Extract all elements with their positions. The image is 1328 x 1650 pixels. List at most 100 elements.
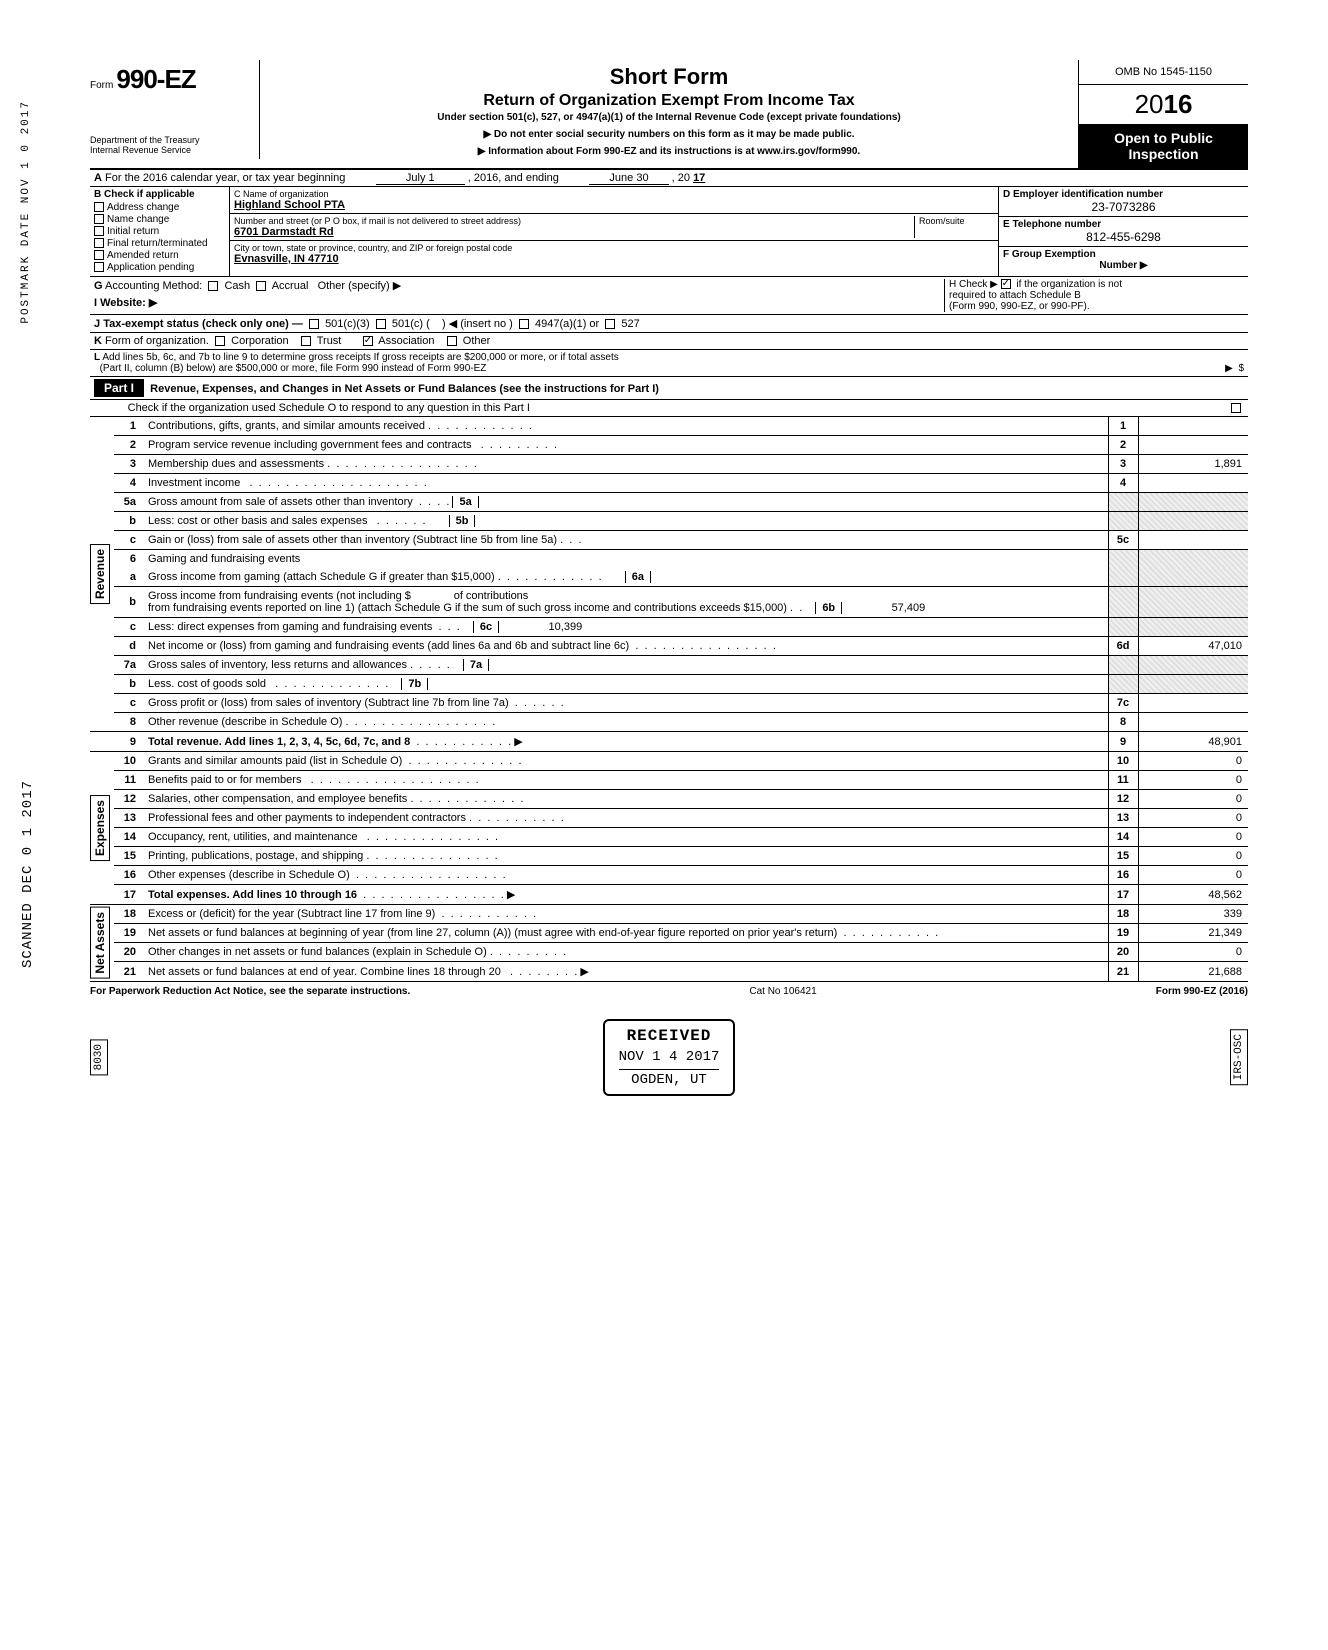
- line14-num: 14: [114, 828, 144, 847]
- line10-desc: Grants and similar amounts paid (list in…: [148, 755, 402, 767]
- line21-desc: Net assets or fund balances at end of ye…: [148, 966, 501, 978]
- line21-boxnum: 21: [1108, 962, 1138, 982]
- chk-initial-return[interactable]: Initial return: [94, 226, 225, 237]
- line9-num: 9: [114, 732, 144, 752]
- line6b-subval: 57,409: [845, 602, 925, 614]
- line9-value: 48,901: [1138, 732, 1248, 752]
- line5c-value: [1138, 531, 1248, 550]
- line6c-subnum: 6c: [473, 621, 499, 633]
- line19-boxnum: 19: [1108, 924, 1138, 943]
- line7b-num: b: [114, 675, 144, 694]
- line2-num: 2: [114, 436, 144, 455]
- col-b: B Check if applicable Address change Nam…: [90, 187, 230, 276]
- cash-label: Cash: [224, 280, 250, 292]
- chk-cash[interactable]: [208, 281, 218, 291]
- line6c-shaded: [1108, 618, 1138, 637]
- line2-value: [1138, 436, 1248, 455]
- line5c-desc: Gain or (loss) from sale of assets other…: [148, 534, 557, 546]
- chk-501c[interactable]: [376, 319, 386, 329]
- chk-other-org[interactable]: [447, 336, 457, 346]
- line6b-desc1: Gross income from fundraising events (no…: [148, 590, 411, 602]
- stamp-code: 8030: [90, 1039, 108, 1075]
- line1-num: 1: [114, 417, 144, 436]
- stamp-received-text: RECEIVED: [619, 1027, 720, 1045]
- org-name-label: C Name of organization: [234, 189, 994, 199]
- chk-amended-return[interactable]: Amended return: [94, 250, 225, 261]
- omb-number: OMB No 1545-1150: [1079, 60, 1248, 85]
- chk-527[interactable]: [605, 319, 615, 329]
- lines-table: Revenue 1 Contributions, gifts, grants, …: [90, 417, 1248, 982]
- line5a-desc: Gross amount from sale of assets other t…: [148, 496, 413, 508]
- city-value: Evnasville, IN 47710: [234, 253, 994, 265]
- title-main: Short Form: [268, 64, 1070, 90]
- chk-application-pending[interactable]: Application pending: [94, 262, 225, 273]
- line19-value: 21,349: [1138, 924, 1248, 943]
- chk-label-name: Name change: [107, 214, 169, 225]
- title-box: Short Form Return of Organization Exempt…: [260, 60, 1078, 161]
- chk-schedule-b[interactable]: [1001, 279, 1011, 289]
- line18-boxnum: 18: [1108, 905, 1138, 924]
- line5a-shaded-val: [1138, 493, 1248, 512]
- chk-association[interactable]: [363, 336, 373, 346]
- chk-label-pending: Application pending: [107, 262, 194, 273]
- line3-num: 3: [114, 455, 144, 474]
- line7a-num: 7a: [114, 656, 144, 675]
- line6d-value: 47,010: [1138, 637, 1248, 656]
- chk-address-change[interactable]: Address change: [94, 202, 225, 213]
- group-exemption-label: F Group Exemption: [1003, 249, 1244, 260]
- chk-trust[interactable]: [301, 336, 311, 346]
- line5a-subnum: 5a: [452, 496, 478, 508]
- year-bold: 16: [1164, 89, 1193, 119]
- line13-num: 13: [114, 809, 144, 828]
- line14-desc: Occupancy, rent, utilities, and maintena…: [148, 831, 358, 843]
- line2-desc: Program service revenue including govern…: [148, 439, 471, 451]
- line10-num: 10: [114, 752, 144, 771]
- line7a-desc: Gross sales of inventory, less returns a…: [148, 659, 407, 671]
- chk-schedule-o[interactable]: [1231, 403, 1241, 413]
- line6b-shaded-val: [1138, 587, 1248, 618]
- label-k: K: [94, 335, 102, 347]
- line9-arrow: ▶: [514, 736, 522, 748]
- form-number-box: Form 990-EZ Department of the Treasury I…: [90, 60, 260, 159]
- group-exemption-row: F Group Exemption Number ▶: [999, 247, 1248, 273]
- phone-label: E Telephone number: [1003, 219, 1244, 230]
- address-value: 6701 Darmstadt Rd: [234, 226, 914, 238]
- label-l: L: [94, 352, 100, 363]
- line4-value: [1138, 474, 1248, 493]
- chk-name-change[interactable]: Name change: [94, 214, 225, 225]
- line7c-boxnum: 7c: [1108, 694, 1138, 713]
- stamp-location: OGDEN, UT: [619, 1069, 720, 1088]
- part1-check-row: Check if the organization used Schedule …: [90, 400, 1248, 417]
- line15-boxnum: 15: [1108, 847, 1138, 866]
- line13-boxnum: 13: [1108, 809, 1138, 828]
- label-a: A: [94, 172, 102, 184]
- line3-value: 1,891: [1138, 455, 1248, 474]
- chk-accrual[interactable]: [256, 281, 266, 291]
- end-date: June 30: [589, 172, 668, 185]
- form-header: Form 990-EZ Department of the Treasury I…: [90, 60, 1248, 170]
- line7a-shaded-val: [1138, 656, 1248, 675]
- chk-label-amended: Amended return: [107, 250, 179, 261]
- h-check-label: H Check ▶: [949, 279, 998, 290]
- dept-treasury: Department of the Treasury: [90, 135, 251, 145]
- line16-desc: Other expenses (describe in Schedule O): [148, 869, 350, 881]
- netassets-section-label: Net Assets: [90, 907, 110, 979]
- h-text3: required to attach Schedule B: [949, 290, 1081, 301]
- line5a-shaded: [1108, 493, 1138, 512]
- line7c-num: c: [114, 694, 144, 713]
- line15-num: 15: [114, 847, 144, 866]
- received-stamp: RECEIVED NOV 1 4 2017 OGDEN, UT: [603, 1019, 736, 1096]
- line6b-subnum: 6b: [815, 602, 842, 614]
- part1-header: Part I Revenue, Expenses, and Changes in…: [90, 377, 1248, 400]
- paperwork-notice: For Paperwork Reduction Act Notice, see …: [90, 986, 410, 997]
- cat-number: Cat No 106421: [749, 986, 816, 997]
- chk-corporation[interactable]: [215, 336, 225, 346]
- chk-final-return[interactable]: Final return/terminated: [94, 238, 225, 249]
- chk-501c3[interactable]: [309, 319, 319, 329]
- line7b-subnum: 7b: [401, 678, 428, 690]
- row-l: L Add lines 5b, 6c, and 7b to line 9 to …: [90, 350, 1248, 377]
- row-a-suffix: , 20: [672, 172, 690, 184]
- 501c-label: 501(c) (: [392, 318, 430, 330]
- h-text4: (Form 990, 990-EZ, or 990-PF).: [949, 301, 1090, 312]
- chk-4947[interactable]: [519, 319, 529, 329]
